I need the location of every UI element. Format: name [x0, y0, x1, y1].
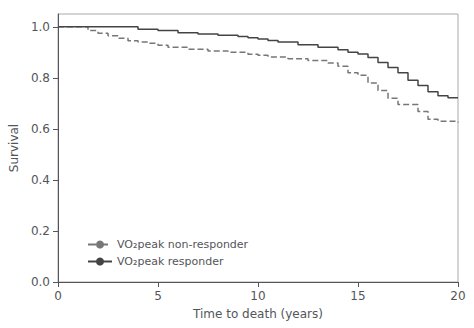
svg-text:0.2: 0.2 — [31, 224, 50, 238]
svg-text:5: 5 — [154, 289, 162, 303]
svg-text:0: 0 — [54, 289, 62, 303]
svg-text:0.0: 0.0 — [31, 275, 50, 289]
svg-text:20: 20 — [450, 289, 465, 303]
svg-text:Time to death (years): Time to death (years) — [192, 307, 323, 321]
svg-text:1.0: 1.0 — [31, 20, 50, 34]
svg-text:0.8: 0.8 — [31, 71, 50, 85]
svg-text:0.4: 0.4 — [31, 173, 50, 187]
svg-text:10: 10 — [250, 289, 265, 303]
svg-text:VO₂peak non-responder: VO₂peak non-responder — [117, 238, 249, 251]
svg-text:0.6: 0.6 — [31, 122, 50, 136]
svg-text:VO₂peak responder: VO₂peak responder — [117, 255, 224, 268]
svg-text:15: 15 — [350, 289, 365, 303]
svg-text:Survival: Survival — [7, 124, 21, 172]
